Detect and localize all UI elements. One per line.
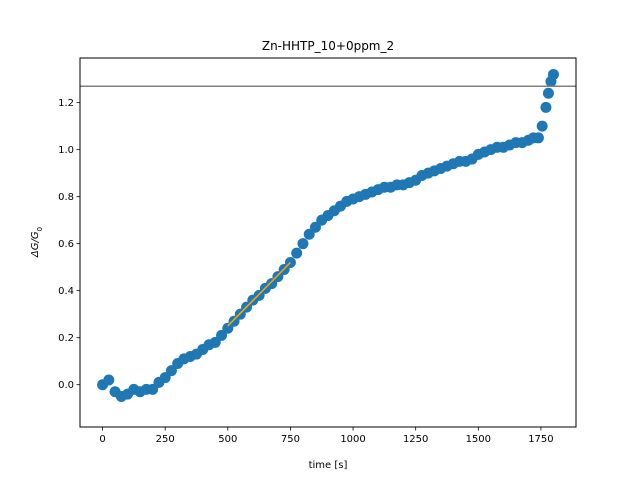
scatter-point: [216, 329, 228, 341]
chart-title: Zn-HHTP_10+0ppm_2: [262, 39, 394, 53]
x-tick-label: 0: [99, 434, 105, 445]
x-tick-label: 1250: [403, 434, 428, 445]
scatter-point: [272, 271, 284, 283]
scatter-point: [542, 87, 554, 99]
x-tick-label: 750: [281, 434, 300, 445]
y-axis-ticks: 0.0 0.2 0.4 0.6 0.8 1.0 1.2: [58, 98, 80, 391]
scatter-point: [228, 315, 240, 327]
scatter-point: [532, 132, 544, 144]
scatter-point: [291, 247, 303, 259]
y-tick-label: 1.2: [58, 98, 74, 109]
x-tick-label: 1500: [466, 434, 491, 445]
scatter-point: [536, 120, 548, 132]
x-tick-label: 1000: [340, 434, 365, 445]
x-tick-label: 250: [156, 434, 175, 445]
scatter-point: [303, 228, 315, 240]
scatter-point: [266, 278, 278, 290]
y-tick-label: 1.0: [58, 145, 74, 156]
y-tick-label: 0.4: [58, 286, 74, 297]
plot-area: [80, 58, 576, 427]
x-tick-label: 500: [218, 434, 237, 445]
x-tick-label: 1750: [528, 434, 553, 445]
axes-frame: [79, 57, 577, 428]
scatter-point: [159, 372, 171, 384]
x-axis-ticks: 0 250 500 750 1000 1250 1500 1750: [99, 427, 554, 445]
y-tick-label: 0.8: [58, 192, 74, 203]
y-tick-label: 0.2: [58, 333, 74, 344]
scatter-point: [309, 221, 321, 233]
y-tick-label: 0.0: [58, 380, 74, 391]
fit-line: [227, 261, 291, 327]
scatter-point: [222, 322, 234, 334]
y-axis-label-main: ΔG/G: [30, 231, 41, 258]
scatter-point: [165, 365, 177, 377]
scatter-point: [209, 336, 221, 348]
scatter-point: [540, 101, 552, 113]
y-tick-label: 0.6: [58, 239, 74, 250]
data-layer: [80, 68, 576, 402]
x-axis-label: time [s]: [309, 460, 348, 471]
scatter-point: [147, 383, 159, 395]
y-axis-label: ΔG/G0: [30, 227, 44, 258]
scatter-point: [253, 289, 265, 301]
y-axis-label-subscript: 0: [36, 227, 44, 231]
scatter-point: [297, 238, 309, 250]
scatter-point: [547, 68, 559, 80]
scatter-point: [103, 374, 115, 386]
